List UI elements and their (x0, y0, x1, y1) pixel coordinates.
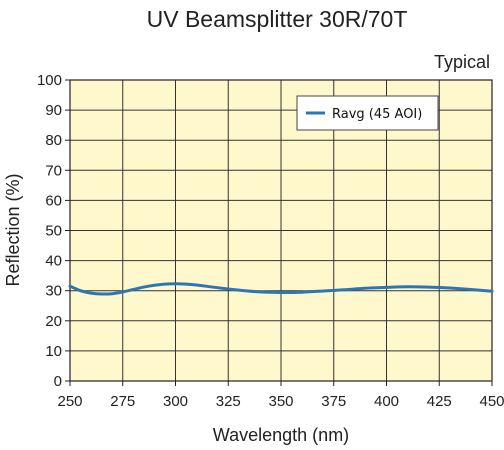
x-tick-label: 375 (321, 393, 346, 410)
y-tick-label: 0 (54, 373, 62, 390)
y-axis-label: Reflection (%) (3, 173, 23, 286)
y-tick-label: 90 (45, 102, 62, 119)
x-tick-label: 450 (479, 393, 504, 410)
y-axis-ticks: 0 10 20 30 40 50 60 70 80 90 100 (37, 72, 70, 390)
x-tick-label: 275 (110, 393, 135, 410)
y-tick-label: 100 (37, 72, 62, 89)
y-tick-label: 40 (45, 253, 62, 270)
series-layer (68, 282, 494, 296)
y-tick-label: 60 (45, 192, 62, 209)
x-tick-label: 350 (268, 393, 293, 410)
y-tick-label: 80 (45, 132, 62, 149)
chart-title: UV Beamsplitter 30R/70T (147, 6, 408, 32)
y-tick-label: 30 (45, 283, 62, 300)
series-line (68, 282, 494, 296)
y-tick-label: 20 (45, 313, 62, 330)
x-tick-label: 300 (163, 393, 188, 410)
x-axis-label: Wavelength (nm) (213, 425, 349, 445)
x-tick-label: 425 (427, 393, 452, 410)
y-tick-label: 50 (45, 223, 62, 240)
legend-label: Ravg (45 AOI) (332, 107, 422, 122)
y-tick-label: 70 (45, 162, 62, 179)
x-tick-label: 250 (57, 393, 82, 410)
chart-subtitle: Typical (434, 52, 490, 72)
x-tick-label: 400 (374, 393, 399, 410)
y-tick-label: 10 (45, 343, 62, 360)
x-tick-label: 325 (216, 393, 241, 410)
legend: Ravg (45 AOI) (296, 95, 439, 131)
x-axis-ticks: 250 275 300 325 350 375 400 425 450 (57, 381, 504, 410)
